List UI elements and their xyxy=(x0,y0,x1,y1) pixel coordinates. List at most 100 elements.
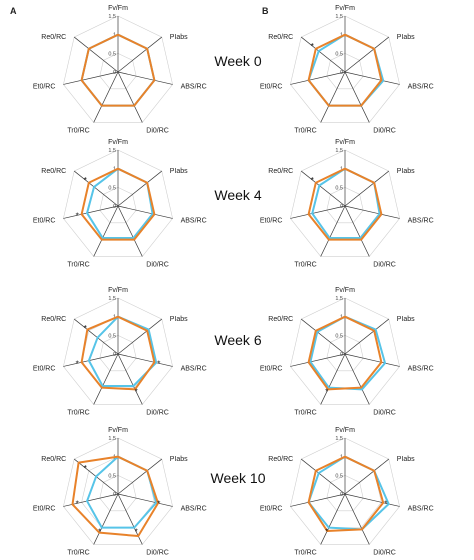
axis-spoke xyxy=(344,170,390,207)
grid-ring xyxy=(290,437,400,545)
axis-label: ABS/RC xyxy=(408,83,434,90)
series-line-1 xyxy=(307,167,383,241)
week-label-6: Week 6 xyxy=(214,332,262,348)
radar-chart-a-0: 00.511.5Fv/FmPIabsABS/RCDi0/RCTr0/RCEt0/… xyxy=(33,5,207,134)
axis-label: Di0/RC xyxy=(373,261,396,268)
axis-label: PIabs xyxy=(397,316,415,323)
axis-tick-label: 0.5 xyxy=(108,473,116,479)
axis-label: Fv/Fm xyxy=(108,139,128,146)
grid-ring xyxy=(63,15,173,123)
axis-label: Tr0/RC xyxy=(294,549,316,556)
axis-label: Fv/Fm xyxy=(335,5,355,12)
axis-spoke xyxy=(117,205,143,257)
significance-marker: * xyxy=(76,359,79,368)
axis-label: PIabs xyxy=(170,168,188,175)
grid-ring xyxy=(326,53,364,90)
series-line-1 xyxy=(71,455,160,538)
axis-label: ABS/RC xyxy=(408,365,434,372)
axis-label: Et0/RC xyxy=(260,217,283,224)
axis-spoke xyxy=(344,205,370,257)
axis-label: Re0/RC xyxy=(268,34,293,41)
axis-spoke xyxy=(117,353,173,367)
axis-tick-label: 0.5 xyxy=(335,185,343,191)
series-line-1 xyxy=(80,315,156,391)
week-label-0: Week 0 xyxy=(214,53,262,69)
axis-label: Di0/RC xyxy=(146,549,169,556)
axis-spoke xyxy=(93,205,119,257)
axis-spoke xyxy=(93,353,119,405)
axis-spoke xyxy=(117,71,173,85)
axis-spoke xyxy=(117,36,163,73)
significance-marker: * xyxy=(84,176,87,185)
axis-label: Re0/RC xyxy=(41,456,66,463)
grid-ring xyxy=(290,149,400,257)
axis-label: Fv/Fm xyxy=(335,139,355,146)
grid-ring xyxy=(290,297,400,405)
radar-chart-b-0: 00.511.5Fv/FmPIabsABS/RCDi0/RCTr0/RCEt0/… xyxy=(260,5,434,134)
axis-spoke xyxy=(117,493,173,507)
axis-label: Tr0/RC xyxy=(294,409,316,416)
axis-label: Et0/RC xyxy=(33,217,56,224)
series-line-1 xyxy=(80,167,156,241)
significance-marker: * xyxy=(76,211,79,220)
axis-spoke xyxy=(93,493,119,545)
axis-spoke xyxy=(290,71,346,85)
week-label-4: Week 4 xyxy=(214,187,262,203)
axis-spoke xyxy=(117,71,143,123)
series-line-1 xyxy=(307,33,383,107)
axis-label: Tr0/RC xyxy=(294,261,316,268)
significance-marker: * xyxy=(325,388,328,397)
series-line-1 xyxy=(307,455,385,532)
axis-spoke xyxy=(117,458,163,495)
axis-tick-label: 0.5 xyxy=(335,51,343,57)
series-line-1 xyxy=(80,33,156,107)
panel-label-b: B xyxy=(262,6,269,16)
axis-spoke xyxy=(344,318,390,355)
axis-spoke xyxy=(63,71,119,85)
series-line-0 xyxy=(86,455,158,529)
axis-label: Et0/RC xyxy=(33,365,56,372)
axis-spoke xyxy=(344,205,400,219)
axis-label: Di0/RC xyxy=(146,127,169,134)
axis-spoke xyxy=(344,458,390,495)
panel-label-a: A xyxy=(10,6,17,16)
significance-marker: * xyxy=(76,499,79,508)
axis-label: Et0/RC xyxy=(260,365,283,372)
axis-spoke xyxy=(93,71,119,123)
axis-spoke xyxy=(320,353,346,405)
axis-label: Et0/RC xyxy=(260,505,283,512)
axis-label: Di0/RC xyxy=(373,409,396,416)
axis-tick-label: 1.5 xyxy=(335,296,343,302)
axis-spoke xyxy=(63,205,119,219)
axis-label: ABS/RC xyxy=(181,365,207,372)
axis-tick-label: 1.5 xyxy=(108,296,116,302)
axis-spoke xyxy=(344,36,390,73)
axis-label: Tr0/RC xyxy=(67,261,89,268)
axis-label: PIabs xyxy=(397,168,415,175)
axis-label: Et0/RC xyxy=(33,505,56,512)
axis-tick-label: 1.5 xyxy=(108,436,116,442)
axis-tick-label: 0 xyxy=(340,492,343,498)
axis-tick-label: 1.5 xyxy=(335,436,343,442)
axis-tick-label: 0 xyxy=(340,204,343,210)
significance-marker: * xyxy=(325,528,328,537)
axis-tick-label: 0.5 xyxy=(335,473,343,479)
axis-label: PIabs xyxy=(397,456,415,463)
axis-label: Fv/Fm xyxy=(108,427,128,434)
axis-label: Di0/RC xyxy=(373,127,396,134)
series-line-0 xyxy=(87,315,158,387)
axis-tick-label: 1.5 xyxy=(108,14,116,20)
axis-label: Di0/RC xyxy=(146,261,169,268)
axis-label: Tr0/RC xyxy=(294,127,316,134)
axis-tick-label: 1.5 xyxy=(108,148,116,154)
grid-ring xyxy=(99,53,137,90)
grid-ring xyxy=(63,437,173,545)
axis-tick-label: 0 xyxy=(340,70,343,76)
radar-chart-a-3: 00.511.5Fv/FmPIabsABS/RCDi0/RCTr0/RCEt0/… xyxy=(33,427,207,556)
axis-spoke xyxy=(117,353,143,405)
axis-label: ABS/RC xyxy=(408,217,434,224)
axis-spoke xyxy=(300,458,346,495)
axis-spoke xyxy=(300,318,346,355)
